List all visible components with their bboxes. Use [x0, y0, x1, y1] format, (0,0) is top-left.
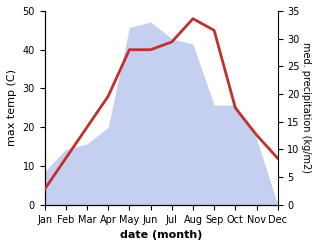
Y-axis label: max temp (C): max temp (C)	[7, 69, 17, 146]
X-axis label: date (month): date (month)	[120, 230, 202, 240]
Y-axis label: med. precipitation (kg/m2): med. precipitation (kg/m2)	[301, 42, 311, 173]
